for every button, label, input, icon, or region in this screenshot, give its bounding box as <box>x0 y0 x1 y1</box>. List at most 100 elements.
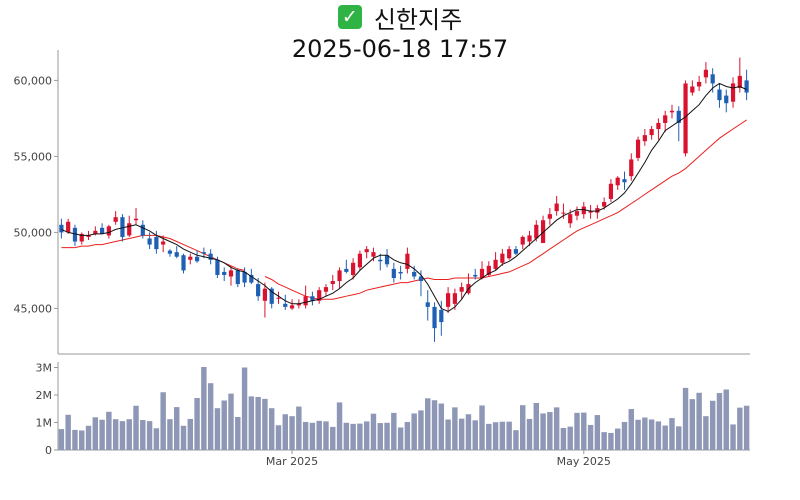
volume-bar <box>452 407 458 450</box>
volume-bar <box>655 421 662 450</box>
volume-bar <box>79 430 85 450</box>
volume-bar <box>316 420 322 450</box>
candle <box>289 299 295 310</box>
candle <box>99 223 105 234</box>
candle-body <box>208 253 213 260</box>
candle-body <box>486 265 491 275</box>
volume-bar <box>709 400 716 450</box>
candle-body <box>595 208 600 213</box>
volume-bar <box>445 419 451 450</box>
candle <box>147 232 152 250</box>
volume-bar <box>268 408 275 450</box>
candle-body <box>106 226 111 236</box>
candle <box>697 75 702 92</box>
volume-bar <box>357 423 363 450</box>
volume-bar <box>676 426 682 450</box>
candle <box>357 250 363 271</box>
candle-body <box>330 281 335 285</box>
candle-body <box>635 139 641 158</box>
candle <box>527 230 532 247</box>
candle <box>228 265 234 286</box>
volume-bar <box>289 416 295 450</box>
volume-bar <box>309 422 316 450</box>
candle <box>351 258 356 280</box>
candle-body <box>133 218 139 221</box>
candle <box>615 176 620 190</box>
candle-body <box>296 303 301 306</box>
volume-bar <box>689 399 696 450</box>
volume-bar <box>343 422 350 450</box>
candle-body <box>228 270 234 277</box>
volume-bar <box>153 428 160 450</box>
candle-body <box>405 253 410 269</box>
candle-body <box>174 252 179 257</box>
ma-long-line <box>61 119 747 300</box>
candle-body <box>161 241 166 245</box>
candle-body <box>540 220 546 244</box>
volume-bar <box>458 418 465 450</box>
volume-bar <box>282 414 288 450</box>
candle <box>717 83 722 108</box>
candle-body <box>507 249 512 259</box>
ma-short-series <box>61 82 747 312</box>
candle-body <box>574 211 580 216</box>
candle-body <box>676 110 681 123</box>
volume-bar <box>635 419 641 450</box>
candle-body <box>276 297 281 299</box>
candle <box>595 205 600 219</box>
price-tick-label: 60,000 <box>14 74 53 87</box>
candle-body <box>99 227 105 234</box>
candle-body <box>79 233 84 242</box>
candle <box>310 291 315 306</box>
volume-bar <box>126 419 132 450</box>
volume-bar <box>58 429 65 450</box>
candle-body <box>724 95 729 104</box>
candle <box>703 62 709 84</box>
candle-body <box>66 221 71 233</box>
volume-tick-label: 3M <box>36 362 53 375</box>
candle-body <box>581 206 586 215</box>
volume-bar <box>553 407 560 450</box>
volume-bar <box>499 421 506 450</box>
volume-bar <box>112 419 119 450</box>
candle <box>445 287 451 313</box>
volume-bar <box>703 416 709 450</box>
candle-body <box>371 252 376 257</box>
volume-bar <box>540 413 546 450</box>
candle <box>235 268 240 288</box>
price-tick-label: 50,000 <box>14 226 53 239</box>
candlestick-series <box>59 57 749 342</box>
candle <box>371 247 376 262</box>
volume-bar <box>187 418 194 450</box>
candle-body <box>568 214 573 224</box>
candle <box>256 278 261 301</box>
candle-body <box>452 293 457 304</box>
candle-body <box>690 86 695 93</box>
candle <box>588 205 593 219</box>
volume-bar <box>174 407 180 450</box>
candle-body <box>432 306 437 329</box>
candle-body <box>520 236 525 245</box>
volume-bar <box>628 409 634 450</box>
candle-body <box>256 284 261 297</box>
candle <box>459 282 464 300</box>
volume-bar <box>241 367 248 450</box>
candle-body <box>344 268 349 272</box>
candle-body <box>425 302 430 307</box>
volume-bar <box>662 425 668 450</box>
candle <box>500 249 505 266</box>
candle <box>656 118 661 140</box>
volume-bar <box>608 432 614 450</box>
candle <box>317 287 322 304</box>
candle-body <box>242 271 247 283</box>
x-tick-label: May 2025 <box>557 455 611 468</box>
candle <box>690 80 695 96</box>
candle <box>378 253 383 271</box>
candle-body <box>547 214 552 219</box>
candle <box>391 262 396 283</box>
candle <box>669 104 675 119</box>
volume-series <box>58 366 750 450</box>
volume-bar <box>716 393 723 450</box>
candle-body <box>398 271 403 274</box>
volume-bar <box>323 421 329 450</box>
